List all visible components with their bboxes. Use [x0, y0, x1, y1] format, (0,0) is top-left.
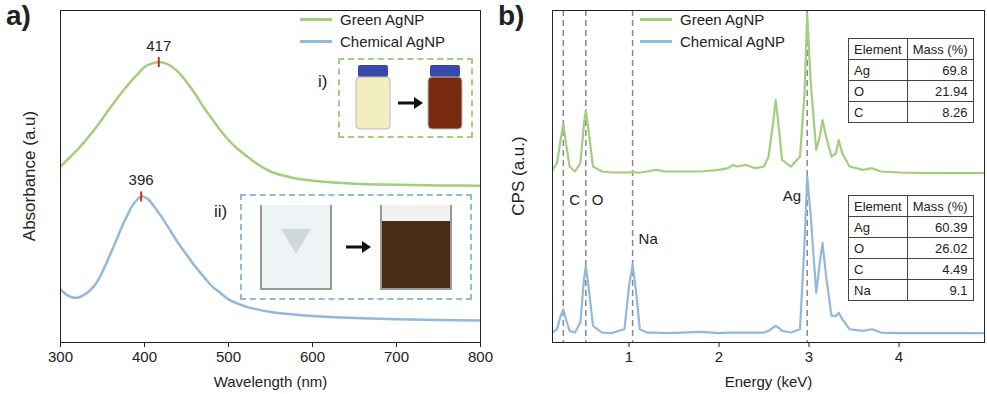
html-text:Absorbance (a.u): Absorbance (a.u) — [20, 110, 40, 242]
html-text:9.1: 9.1 — [949, 282, 968, 298]
html-text:Mass (%): Mass (%) — [912, 198, 968, 214]
html-text:Na: Na — [854, 282, 871, 298]
svg-text:Wavelength (nm): Wavelength (nm) — [214, 373, 328, 390]
html-text:C: C — [854, 261, 864, 277]
svg-text:1: 1 — [625, 348, 633, 365]
svg-text:2: 2 — [715, 348, 723, 365]
svg-text:400: 400 — [132, 348, 157, 365]
html-text:O: O — [854, 240, 865, 256]
html-text:Mass (%): Mass (%) — [912, 41, 968, 57]
html-text:Green AgNP: Green AgNP — [680, 10, 765, 28]
svg-text:4: 4 — [895, 348, 903, 365]
html-text:i): i) — [318, 72, 328, 91]
html-text:60.39: 60.39 — [935, 219, 968, 235]
html-text:CPS (a.u.): CPS (a.u.) — [508, 136, 528, 216]
html-text:C: C — [854, 104, 864, 120]
html-text:Chemical AgNP: Chemical AgNP — [680, 32, 785, 50]
html-text:Element: Element — [854, 198, 902, 214]
html-text:4.49: 4.49 — [942, 261, 968, 277]
html-text:Element: Element — [854, 41, 902, 57]
html-text:26.02: 26.02 — [935, 240, 968, 256]
svg-text:Energy (keV): Energy (keV) — [725, 373, 813, 390]
svg-text:Na: Na — [639, 230, 659, 247]
svg-text:300: 300 — [48, 348, 73, 365]
svg-text:800: 800 — [468, 348, 493, 365]
html-text:a): a) — [6, 0, 31, 31]
svg-text:500: 500 — [216, 348, 241, 365]
html-text:O: O — [854, 83, 865, 99]
svg-text:417: 417 — [146, 37, 171, 54]
html-text:69.8: 69.8 — [942, 62, 968, 78]
svg-text:O: O — [592, 191, 604, 208]
svg-text:396: 396 — [129, 171, 154, 188]
svg-text:700: 700 — [384, 348, 409, 365]
svg-text:C: C — [569, 191, 580, 208]
svg-text:3: 3 — [805, 348, 813, 365]
html-text:ii): ii) — [214, 202, 228, 221]
html-text:8.26: 8.26 — [942, 104, 968, 120]
html-text:Green AgNP: Green AgNP — [340, 10, 425, 28]
html-text:Chemical AgNP: Chemical AgNP — [340, 32, 445, 50]
html-text:b): b) — [498, 0, 525, 31]
svg-text:Ag: Ag — [783, 187, 801, 204]
html-text:Ag: Ag — [854, 62, 870, 78]
svg-text:600: 600 — [300, 348, 325, 365]
html-text:21.94: 21.94 — [935, 83, 968, 99]
html-text:Ag: Ag — [854, 219, 870, 235]
